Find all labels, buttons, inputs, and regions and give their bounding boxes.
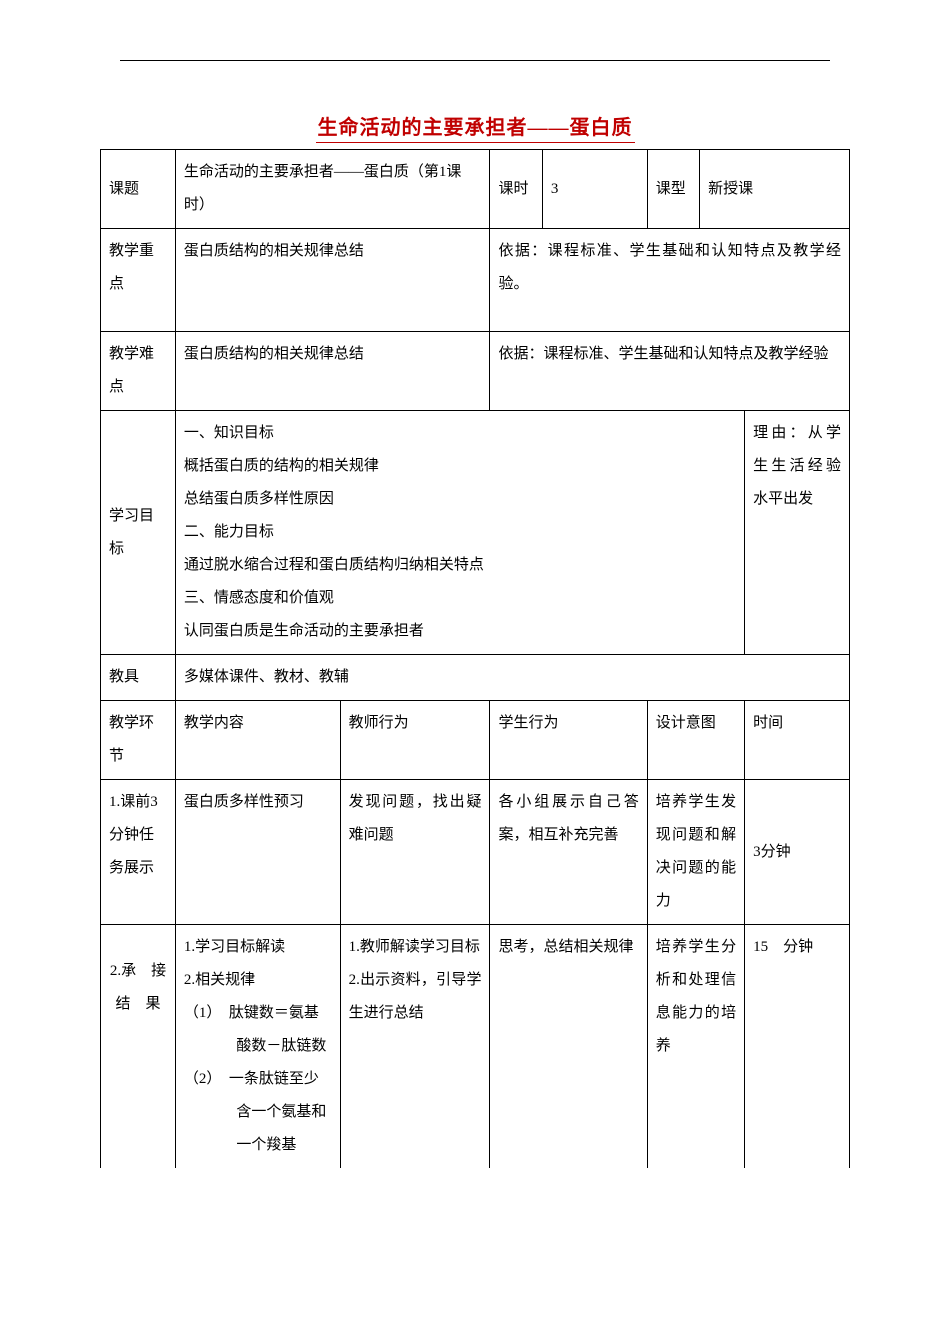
goals-line-7: 认同蛋白质是生命活动的主要承担者: [184, 615, 736, 648]
hdr-student: 学生行为: [490, 701, 647, 780]
label-period: 课时: [490, 150, 542, 229]
label-topic: 课题: [101, 150, 176, 229]
goals-line-3: 总结蛋白质多样性原因: [184, 483, 736, 516]
value-tools: 多媒体课件、教材、教辅: [175, 655, 849, 701]
label-focus: 教学重点: [101, 229, 176, 332]
step1-stage: 1.课前3分钟任务展示: [101, 780, 176, 925]
value-period: 3: [542, 150, 647, 229]
step2-content-line3: （1） 肽键数＝氨基酸数－肽链数: [184, 997, 332, 1063]
row-steps-header: 教学环节 教学内容 教师行为 学生行为 设计意图 时间: [101, 701, 850, 780]
lesson-plan-table: 课题 生命活动的主要承担者——蛋白质（第1课时） 课时 3 课型 新授课 教学重…: [100, 149, 850, 1168]
row-difficulty: 教学难点 蛋白质结构的相关规律总结 依据：课程标准、学生基础和认知特点及教学经验: [101, 332, 850, 411]
step1-content: 蛋白质多样性预习: [175, 780, 340, 925]
label-goals: 学习目标: [101, 411, 176, 655]
page-container: 生命活动的主要承担者——蛋白质 课题 生命活动的主要承担者——蛋白质（第1课时）…: [0, 0, 950, 1208]
hdr-content: 教学内容: [175, 701, 340, 780]
row-goals: 学习目标 一、知识目标 概括蛋白质的结构的相关规律 总结蛋白质多样性原因 二、能…: [101, 411, 850, 655]
goals-reason: 理由：从学生生活经验水平出发: [745, 411, 850, 655]
step2-student: 思考，总结相关规律: [490, 925, 647, 1169]
hdr-time: 时间: [745, 701, 850, 780]
step2-design: 培养学生分析和处理信息能力的培养: [647, 925, 744, 1169]
goals-line-6: 三、情感态度和价值观: [184, 582, 736, 615]
document-title: 生命活动的主要承担者——蛋白质: [100, 111, 850, 143]
step1-student: 各小组展示自己答案，相互补充完善: [490, 780, 647, 925]
focus-left: 蛋白质结构的相关规律总结: [175, 229, 490, 332]
difficulty-left: 蛋白质结构的相关规律总结: [175, 332, 490, 411]
step2-content-line4: （2） 一条肽链至少含一个氨基和一个羧基: [184, 1063, 332, 1162]
hdr-design: 设计意图: [647, 701, 744, 780]
difficulty-right: 依据：课程标准、学生基础和认知特点及教学经验: [490, 332, 850, 411]
goals-content: 一、知识目标 概括蛋白质的结构的相关规律 总结蛋白质多样性原因 二、能力目标 通…: [175, 411, 744, 655]
focus-right: 依据：课程标准、学生基础和认知特点及教学经验。: [490, 229, 850, 332]
label-tools: 教具: [101, 655, 176, 701]
top-rule: [120, 60, 830, 61]
title-text: 生命活动的主要承担者——蛋白质: [316, 111, 635, 143]
step2-time: 15 分钟: [745, 925, 850, 1169]
step1-design: 培养学生发现问题和解决问题的能力: [647, 780, 744, 925]
step2-stage: 2.承 接 结 果: [101, 925, 176, 1169]
row-step1: 1.课前3分钟任务展示 蛋白质多样性预习 发现问题，找出疑难问题 各小组展示自己…: [101, 780, 850, 925]
label-type: 课型: [647, 150, 699, 229]
goals-line-5: 通过脱水缩合过程和蛋白质结构归纳相关特点: [184, 549, 736, 582]
step2-content: 1.学习目标解读 2.相关规律 （1） 肽键数＝氨基酸数－肽链数 （2） 一条肽…: [175, 925, 340, 1169]
hdr-stage: 教学环节: [101, 701, 176, 780]
value-topic: 生命活动的主要承担者——蛋白质（第1课时）: [175, 150, 490, 229]
goals-line-1: 一、知识目标: [184, 417, 736, 450]
step1-teacher: 发现问题，找出疑难问题: [340, 780, 490, 925]
label-difficulty: 教学难点: [101, 332, 176, 411]
hdr-teacher: 教师行为: [340, 701, 490, 780]
goals-line-4: 二、能力目标: [184, 516, 736, 549]
step2-teacher: 1.教师解读学习目标 2.出示资料，引导学生进行总结: [340, 925, 490, 1169]
step1-time: 3分钟: [745, 780, 850, 925]
step2-content-line2: 2.相关规律: [184, 964, 332, 997]
goals-line-2: 概括蛋白质的结构的相关规律: [184, 450, 736, 483]
row-topic: 课题 生命活动的主要承担者——蛋白质（第1课时） 课时 3 课型 新授课: [101, 150, 850, 229]
row-focus: 教学重点 蛋白质结构的相关规律总结 依据：课程标准、学生基础和认知特点及教学经验…: [101, 229, 850, 332]
row-tools: 教具 多媒体课件、教材、教辅: [101, 655, 850, 701]
step2-content-line1: 1.学习目标解读: [184, 931, 332, 964]
value-type: 新授课: [700, 150, 850, 229]
row-step2: 2.承 接 结 果 1.学习目标解读 2.相关规律 （1） 肽键数＝氨基酸数－肽…: [101, 925, 850, 1169]
